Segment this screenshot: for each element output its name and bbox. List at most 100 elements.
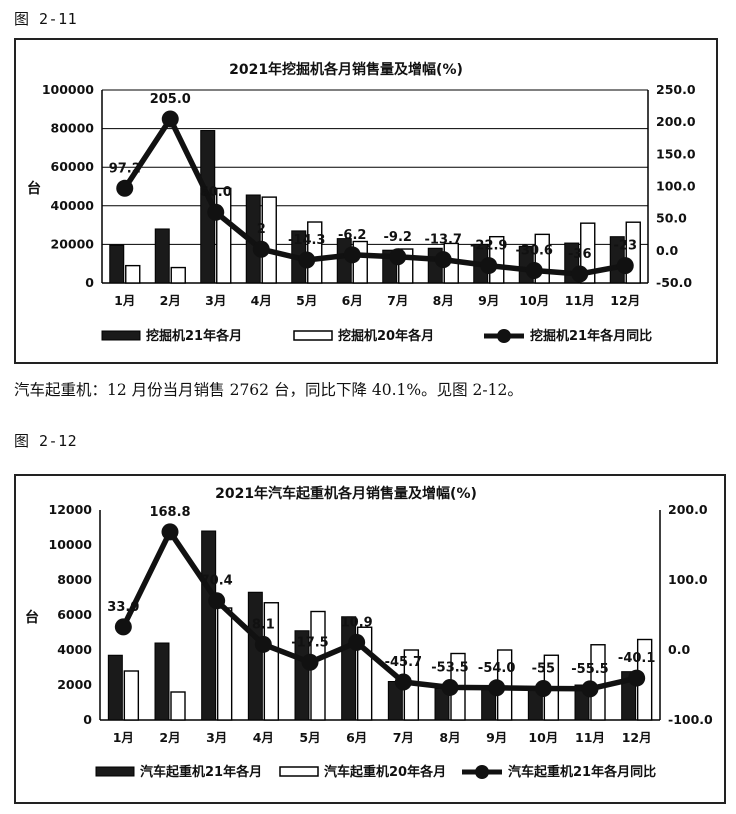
x-tick-label: 6月	[346, 730, 367, 745]
x-tick-label: 7月	[393, 730, 414, 745]
yoy-data-label: -53.5	[431, 660, 468, 675]
bar-21	[154, 642, 170, 721]
y2-tick-label: -100.0	[668, 712, 713, 727]
x-tick-label: 1月	[113, 730, 134, 745]
y2-tick-label: 100.0	[656, 179, 696, 194]
yoy-marker	[441, 678, 459, 696]
y2-tick-label: 0.0	[668, 642, 690, 657]
bar-21	[341, 616, 357, 721]
x-tick-label: 12月	[610, 293, 640, 308]
yoy-marker	[208, 592, 226, 610]
bar-20	[170, 266, 186, 284]
yoy-marker	[161, 110, 179, 128]
x-tick-label: 9月	[486, 730, 507, 745]
yoy-data-label: -22.9	[470, 239, 507, 254]
y-tick-label: 80000	[51, 121, 95, 136]
yoy-data-label: -9.2	[384, 230, 412, 245]
yoy-data-label: -6.2	[338, 228, 366, 243]
bar-20	[216, 607, 233, 721]
legend-swatch-20	[293, 330, 333, 341]
bar-20	[263, 602, 280, 721]
y2-tick-label: 0.0	[656, 243, 678, 258]
yoy-data-label: -54.0	[478, 661, 515, 676]
x-tick-label: 10月	[519, 293, 549, 308]
y-tick-label: 10000	[49, 537, 93, 552]
legend-label-20: 挖掘机20年各月	[338, 328, 434, 344]
yoy-data-label: -17.5	[291, 635, 328, 650]
legend-label-21: 挖掘机21年各月	[146, 328, 242, 344]
figure-label-2-11: 图 2-11	[14, 10, 78, 28]
yoy-data-label: -55.5	[571, 662, 608, 677]
yoy-marker	[298, 251, 316, 269]
y2-tick-label: 250.0	[656, 82, 696, 97]
legend-line-marker	[475, 765, 489, 779]
yoy-data-label: -23	[614, 239, 638, 254]
bar-20	[170, 691, 186, 721]
x-tick-label: 4月	[251, 293, 272, 308]
x-tick-label: 11月	[565, 293, 595, 308]
legend-label-20: 汽车起重机20年各月	[324, 764, 446, 780]
yoy-data-label: 10.9	[341, 615, 373, 630]
x-tick-label: 11月	[575, 730, 605, 745]
yoy-data-label: -40.1	[618, 651, 655, 666]
x-tick-label: 3月	[206, 730, 227, 745]
yoy-data-label: -30.6	[516, 244, 553, 259]
y-tick-label: 2000	[57, 677, 92, 692]
y-tick-label: 100000	[42, 82, 94, 97]
x-tick-label: 8月	[439, 730, 460, 745]
yoy-marker	[252, 240, 270, 258]
yoy-marker	[581, 680, 599, 698]
crane-sales-chart: 2021年汽车起重机各月销售量及增幅(%) 0 2000 4000 6000 8000 10…	[25, 485, 713, 780]
yoy-data-label: 205.0	[150, 92, 191, 107]
y-tick-label: 4000	[57, 642, 92, 657]
x-tick-label: 2月	[160, 293, 181, 308]
yoy-marker	[616, 257, 634, 275]
x-tick-label: 10月	[528, 730, 558, 745]
bar-21	[107, 654, 123, 721]
x-tick-label: 7月	[387, 293, 408, 308]
yoy-marker	[394, 673, 412, 691]
yoy-data-label: 8.1	[252, 617, 275, 632]
yoy-data-label: -36	[568, 247, 592, 262]
bar-21	[201, 530, 217, 721]
chart-title: 2021年挖掘机各月销售量及增幅(%)	[229, 61, 463, 78]
yoy-data-label: -55	[532, 662, 556, 677]
y2-tick-label: -50.0	[656, 275, 692, 290]
y-tick-label: 60000	[51, 159, 95, 174]
bar-20	[216, 187, 232, 284]
y-tick-label: 0	[85, 275, 94, 290]
yoy-data-label: 70.4	[201, 574, 233, 589]
y-axis-label: 台	[27, 180, 41, 197]
yoy-data-label: 97.2	[109, 161, 141, 176]
y2-tick-label: 100.0	[668, 572, 708, 587]
x-tick-label: 12月	[622, 730, 652, 745]
y-tick-label: 40000	[51, 198, 95, 213]
yoy-marker	[389, 248, 407, 266]
y-tick-label: 20000	[51, 236, 95, 251]
yoy-marker	[348, 633, 366, 651]
bar-20	[261, 196, 277, 284]
legend-line-marker	[497, 329, 511, 343]
yoy-data-label: -13.7	[425, 233, 462, 248]
yoy-marker	[571, 265, 589, 283]
yoy-marker	[525, 262, 543, 280]
yoy-marker	[434, 251, 452, 269]
yoy-data-label: 168.8	[149, 505, 190, 520]
yoy-marker	[114, 618, 132, 636]
yoy-marker	[488, 679, 506, 697]
x-tick-label: 2月	[159, 730, 180, 745]
excavator-sales-chart: 2021年挖掘机各月销售量及增幅(%) 0 20000 40000 60000 80000…	[27, 61, 696, 344]
yoy-marker	[534, 680, 552, 697]
yoy-line	[120, 529, 638, 692]
bar-21	[294, 630, 310, 721]
crane-chart-frame: 2021年汽车起重机各月销售量及增幅(%) 0 2000 4000 6000 8000 10…	[14, 474, 726, 804]
legend-label-yoy: 汽车起重机21年各月同比	[508, 764, 656, 780]
x-tick-label: 3月	[205, 293, 226, 308]
bar-21	[154, 228, 170, 284]
legend-swatch-21	[95, 766, 135, 777]
yoy-marker	[116, 179, 134, 197]
x-tick-label: 9月	[478, 293, 499, 308]
y-tick-label: 12000	[49, 502, 93, 517]
legend-swatch-20	[279, 766, 319, 777]
y-tick-label: 6000	[57, 607, 92, 622]
